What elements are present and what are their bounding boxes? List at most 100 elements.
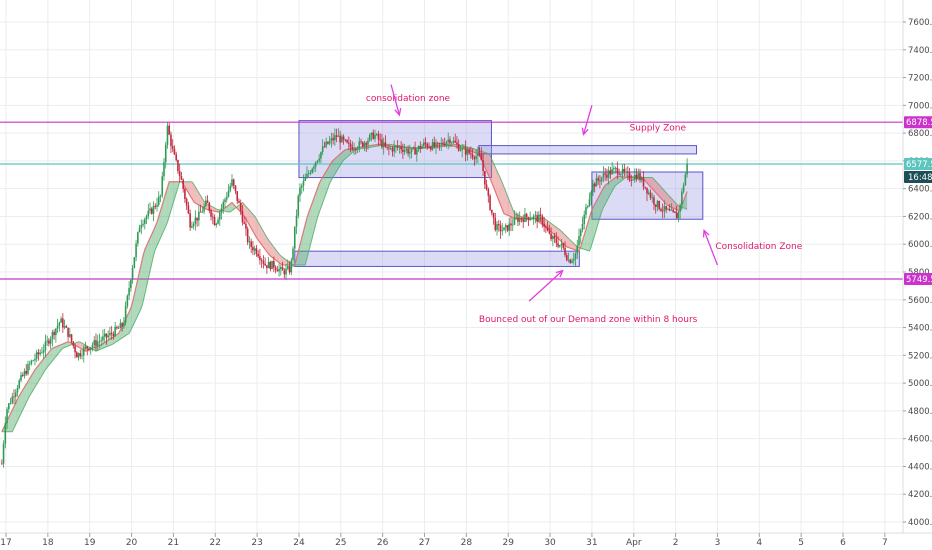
candle-body (524, 213, 526, 222)
ema-ribbon-segment (33, 369, 35, 391)
ema-ribbon-segment (47, 352, 49, 368)
candle-body (361, 142, 364, 147)
candle-body (414, 147, 416, 155)
candle-body (653, 197, 655, 205)
candle-body (456, 142, 458, 145)
candle-body (114, 326, 116, 337)
candle-body (621, 168, 624, 175)
candle-body (330, 138, 333, 141)
candle-body (213, 217, 216, 226)
ema-ribbon-segment (247, 208, 250, 226)
candle-body (677, 211, 680, 219)
candle-body (571, 260, 573, 263)
candle-body (137, 232, 139, 244)
candle-body (508, 223, 511, 231)
candle-body (295, 215, 298, 227)
price-tick-label: 4400.0 (908, 462, 932, 472)
candle-body (257, 253, 259, 257)
candle-body (140, 224, 143, 228)
candle-body (349, 143, 352, 147)
ema-ribbon-segment (587, 217, 590, 252)
candle-body (276, 269, 279, 272)
time-tick-label: 24 (293, 538, 305, 548)
candle-body (592, 183, 594, 192)
candle-body (382, 142, 385, 148)
candle-body (620, 174, 622, 175)
candle-body (126, 295, 129, 306)
candle-body (614, 167, 617, 169)
time-axis[interactable]: 17 18 19 20 21 22 23 24 25 26 27 28 29 30 31 Apr 2 3 4 5 6 7 (0, 533, 888, 548)
ema-ribbon-segment (170, 181, 173, 211)
candle-body (271, 260, 273, 270)
candle-body (283, 270, 286, 275)
candle-body (220, 208, 223, 213)
candle-body (647, 192, 650, 194)
candle-body (518, 218, 521, 222)
ema-ribbon-segment (158, 210, 161, 242)
ema-ribbon-segment (306, 212, 309, 259)
candle-body (103, 333, 106, 337)
candle-body (681, 191, 683, 205)
ema-ribbon-segment (596, 197, 599, 230)
time-tick-label: 4 (756, 538, 762, 548)
candle-body (379, 139, 382, 141)
candle-body (194, 217, 197, 224)
candle-body (674, 211, 676, 213)
candle-body (173, 148, 176, 155)
candle-body (342, 136, 345, 140)
time-tick-label: Apr (626, 538, 642, 548)
zones (294, 120, 704, 267)
candle-body (32, 360, 35, 362)
candle-body (145, 216, 148, 220)
candle-body (635, 174, 638, 180)
candle-body (58, 322, 61, 326)
candle-body (546, 227, 549, 231)
candle-body (37, 352, 40, 355)
ema-ribbon-segment (193, 184, 196, 204)
candle-body (435, 142, 437, 147)
price-level-badge (904, 273, 932, 286)
candle-body (351, 146, 354, 150)
ema-ribbon-segment (251, 212, 253, 232)
price-badges: 6878.5 6577.5 5749.5 16:48 (904, 116, 932, 285)
candle-body (632, 179, 634, 181)
candle-body (225, 196, 228, 200)
candle-body (388, 147, 390, 149)
ema-ribbon-segment (8, 413, 11, 432)
candle-body (323, 146, 326, 148)
candle-body (236, 191, 239, 201)
candle-body (175, 154, 177, 160)
time-tick-label: 30 (544, 538, 556, 548)
candle-body (316, 160, 319, 163)
ema-ribbon-segment (272, 244, 274, 259)
candle-body (478, 153, 481, 155)
candle-body (396, 146, 399, 148)
ema-ribbon-segment (265, 234, 267, 252)
candle-body (163, 162, 165, 177)
candle-body (616, 167, 619, 174)
price-axis[interactable]: 4000.0 4200.0 4400.0 4600.0 4800.0 5000.0 5200… (903, 18, 932, 528)
ema-ribbon-segment (127, 311, 130, 335)
ema-ribbon-segment (305, 217, 307, 266)
candle-body (290, 260, 293, 273)
candle-body (679, 204, 681, 212)
candle-body (280, 267, 282, 269)
candle-body (318, 158, 320, 161)
ema-ribbon-segment (301, 231, 304, 266)
price-tick-label: 5000.0 (908, 379, 932, 389)
price-tick-label: 6200.0 (908, 212, 932, 222)
ema-ribbon-segment (345, 149, 348, 159)
ema-ribbon-segment (14, 402, 16, 429)
candle-body (206, 200, 209, 203)
candle-body (171, 146, 174, 149)
ema-ribbon-segment (498, 174, 501, 205)
candle-body (639, 173, 641, 181)
ema-ribbon-segment (343, 149, 346, 161)
candle-body (375, 133, 378, 135)
candle-body (443, 144, 446, 146)
candle-body (593, 183, 596, 187)
candle-body (82, 347, 85, 356)
ema-ribbon-segment (62, 343, 65, 349)
candle-body (684, 174, 687, 186)
